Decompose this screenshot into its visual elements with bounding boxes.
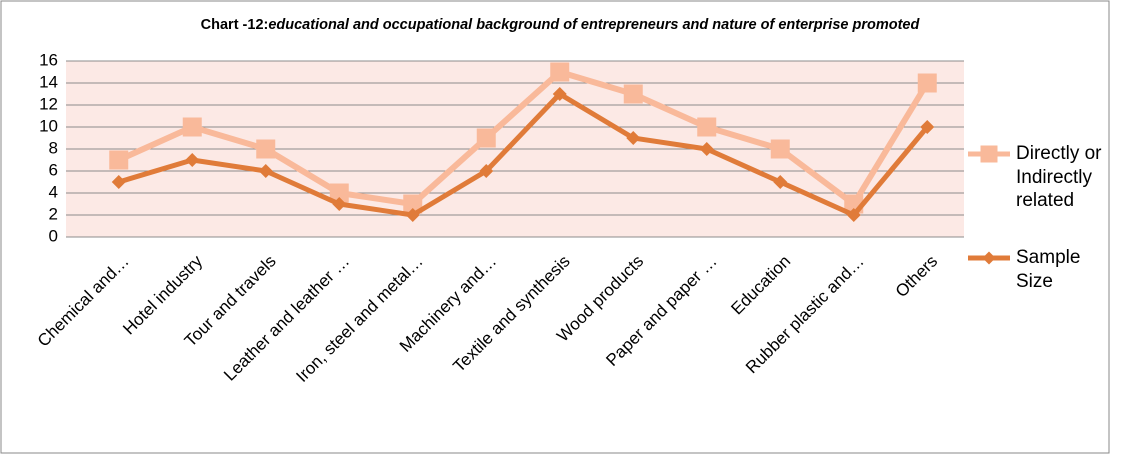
point-marker (258, 164, 273, 178)
chart-title: Chart -12:educational and occupational b… (160, 16, 960, 34)
point-marker (623, 84, 643, 104)
point-marker (109, 150, 129, 170)
title-text: educational and occupational background … (268, 17, 920, 33)
point-marker (697, 117, 717, 137)
y-tick-label: 12 (39, 94, 58, 113)
point-marker (550, 62, 570, 82)
y-tick-label: 10 (39, 116, 58, 135)
point-marker (111, 175, 126, 189)
y-tick-label: 4 (49, 182, 58, 201)
point-marker (626, 131, 641, 145)
point-marker (329, 183, 349, 203)
point-marker (185, 153, 200, 167)
point-marker (403, 194, 423, 214)
legend-label: Directly or Indirectly related (1016, 143, 1102, 211)
point-marker (552, 87, 567, 101)
legend-marker (980, 145, 998, 163)
point-marker (256, 139, 276, 159)
point-marker (332, 197, 347, 211)
series-line (118, 91, 930, 218)
point-marker (479, 164, 494, 178)
point-marker (846, 208, 861, 222)
point-marker (920, 120, 935, 134)
y-tick-label: 16 (39, 50, 58, 69)
y-tick-label: 2 (49, 204, 58, 223)
series-line (117, 69, 930, 207)
y-tick-label: 8 (49, 138, 58, 157)
legend-label: Sample Size (1016, 247, 1081, 292)
point-marker (917, 73, 937, 93)
y-tick-label: 14 (39, 72, 58, 91)
point-marker (773, 175, 788, 189)
title-prefix: Chart -12: (200, 17, 269, 33)
point-marker (182, 117, 202, 137)
point-marker (476, 128, 496, 148)
legend-marker (982, 251, 996, 265)
y-tick-label: 6 (49, 160, 58, 179)
point-marker (699, 142, 714, 156)
point-marker (405, 208, 420, 222)
point-marker (770, 139, 790, 159)
y-tick-label: 0 (49, 226, 58, 245)
